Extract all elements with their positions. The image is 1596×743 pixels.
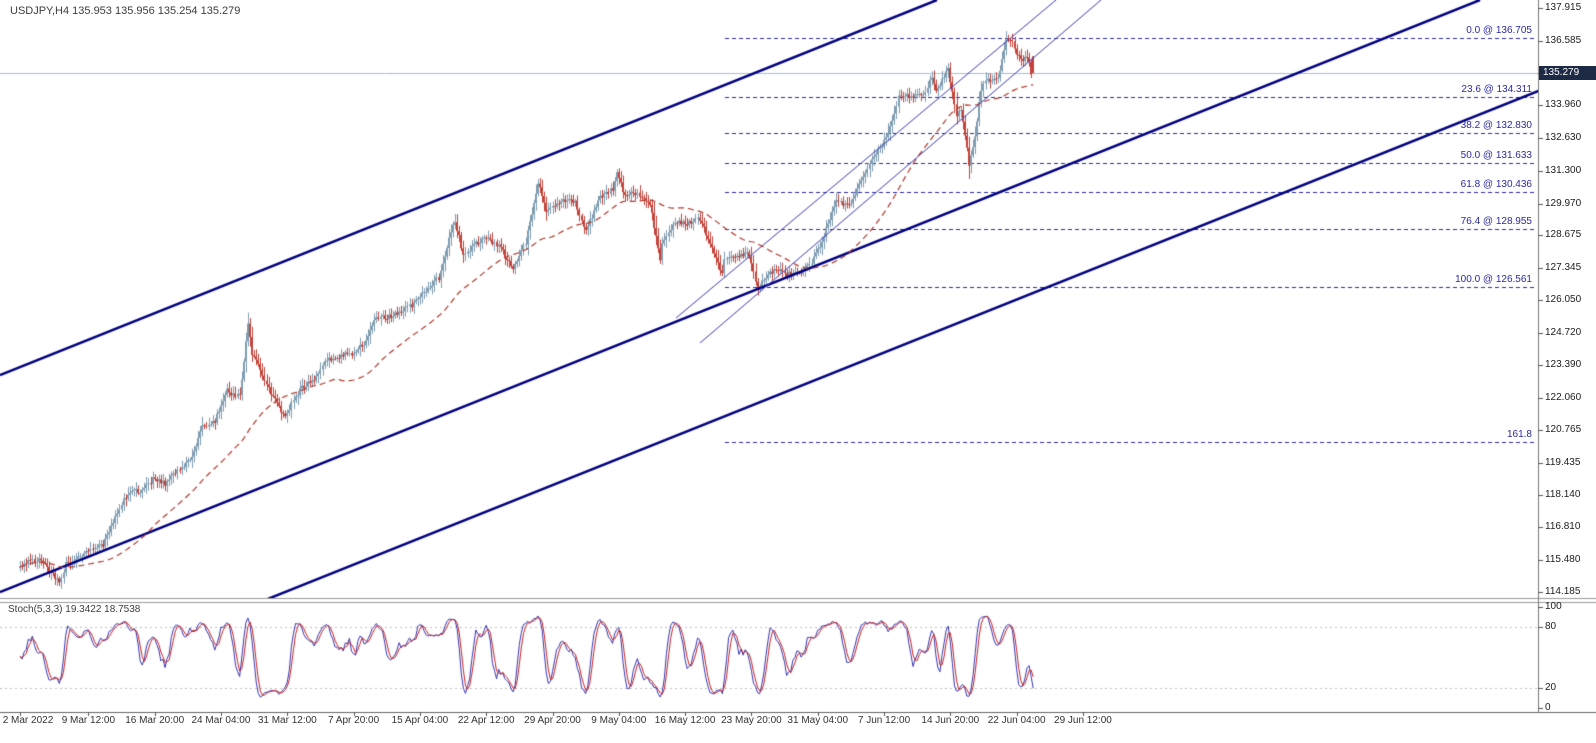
fib-level-label: 38.2 @ 132.830	[1460, 120, 1532, 132]
current-price-badge: 135.279	[1539, 65, 1596, 80]
price-tick-label: 136.585	[1545, 34, 1582, 46]
price-tick-label: 128.675	[1545, 229, 1582, 241]
price-tick-label: 115.480	[1545, 554, 1581, 566]
chart-header-ohlc: USDJPY,H4 135.953 135.956 135.254 135.27…	[10, 5, 241, 17]
time-tick-label: 29 Jun 12:00	[1054, 715, 1112, 726]
price-tick-label: 133.960	[1545, 99, 1582, 111]
time-tick-label: 7 Jun 12:00	[857, 715, 911, 726]
time-tick-label: 23 May 20:00	[721, 715, 782, 726]
price-tick-label: 118.140	[1545, 488, 1581, 500]
price-tick-label: 127.345	[1545, 262, 1582, 274]
time-tick-label: 29 Apr 20:00	[524, 715, 581, 726]
time-tick-label: 16 Mar 20:00	[125, 715, 185, 726]
price-tick-label: 122.060	[1545, 392, 1582, 404]
time-tick-label: 2 Mar 2022	[2, 715, 54, 726]
stoch-indicator-label: Stoch(5,3,3) 19.3422 18.7538	[8, 604, 141, 615]
time-tick-label: 22 Jun 04:00	[987, 715, 1046, 726]
fib-level-label: 23.6 @ 134.311	[1461, 83, 1532, 95]
time-tick-label: 9 May 04:00	[591, 715, 647, 726]
price-tick-label: 124.720	[1545, 326, 1582, 338]
time-tick-label: 31 Mar 12:00	[257, 715, 317, 726]
fib-level-label: 61.8 @ 130.436	[1460, 179, 1532, 191]
fib-level-label: 76.4 @ 128.955	[1460, 215, 1532, 227]
price-tick-label: 129.970	[1545, 197, 1582, 209]
fib-level-label: 50.0 @ 131.633	[1460, 149, 1532, 161]
price-tick-label: 119.435	[1545, 456, 1581, 468]
fib-level-label: 161.8	[1506, 428, 1532, 440]
time-tick-label: 16 May 12:00	[654, 715, 716, 726]
price-tick-label: 131.300	[1545, 164, 1582, 176]
time-tick-label: 9 Mar 12:00	[61, 715, 116, 726]
price-tick-label: 137.915	[1545, 1, 1582, 13]
stoch-tick-label: 20	[1545, 681, 1557, 693]
stoch-tick-label: 80	[1545, 621, 1557, 633]
price-tick-label: 123.390	[1545, 359, 1582, 371]
price-tick-label: 114.185	[1545, 585, 1581, 597]
time-tick-label: 22 Apr 12:00	[457, 715, 515, 726]
time-tick-label: 24 Mar 04:00	[191, 715, 251, 726]
fib-level-label: 100.0 @ 126.561	[1455, 274, 1532, 286]
fib-level-label: 0.0 @ 136.705	[1466, 24, 1532, 36]
stoch-tick-label: 0	[1545, 702, 1551, 713]
time-tick-label: 31 May 04:00	[787, 715, 849, 726]
price-tick-label: 120.765	[1545, 424, 1582, 436]
price-tick-label: 132.630	[1545, 132, 1582, 144]
time-tick-label: 15 Apr 04:00	[391, 715, 449, 726]
price-tick-label: 126.050	[1545, 293, 1582, 305]
time-tick-label: 7 Apr 20:00	[328, 715, 380, 726]
stoch-tick-label: 100	[1545, 601, 1562, 612]
time-tick-label: 14 Jun 20:00	[921, 715, 980, 726]
price-tick-label: 116.810	[1545, 521, 1581, 533]
